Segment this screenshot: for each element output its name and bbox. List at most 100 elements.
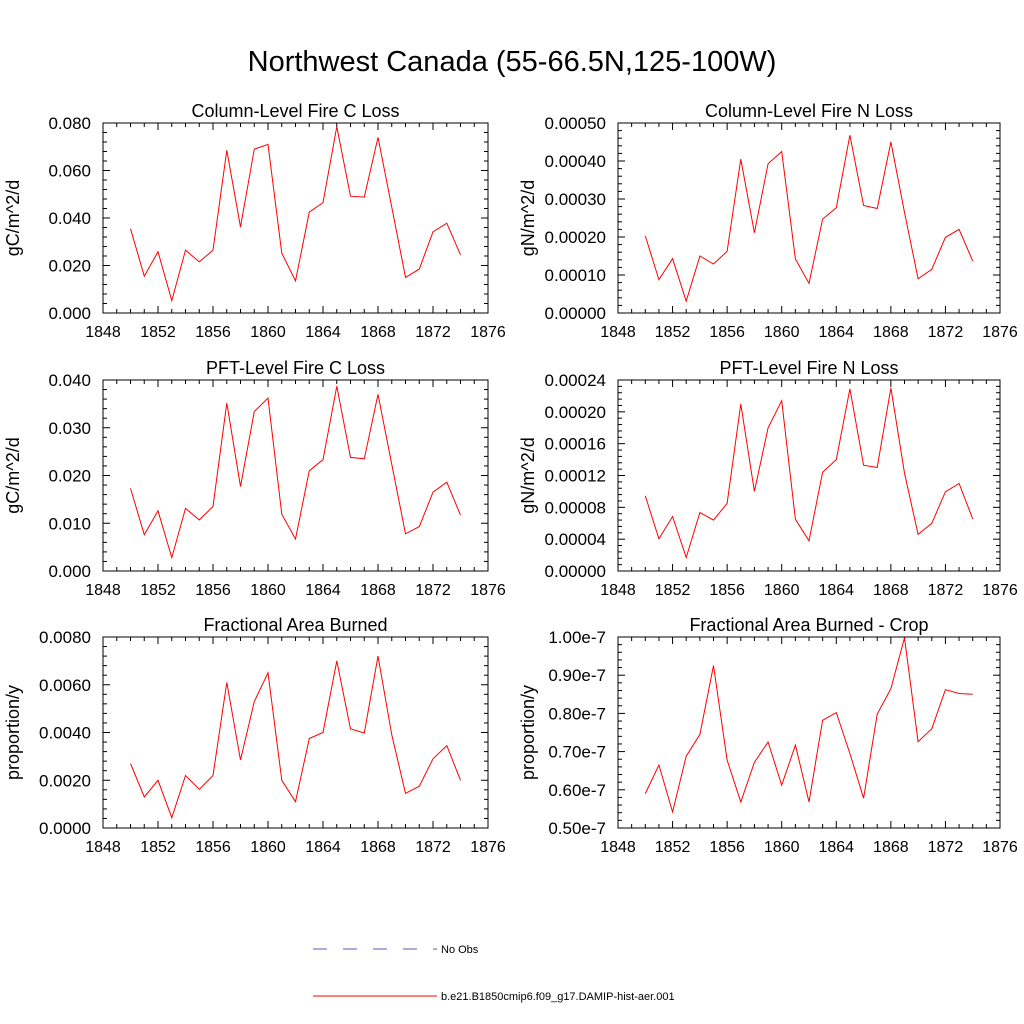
chart-panel-4: PFT-Level Fire N Loss gN/m^2/d 1848 1852 185…	[518, 358, 1018, 599]
chart-panel-6: Fractional Area Burned - Crop proportion/…	[518, 615, 1018, 856]
page-title: Northwest Canada (55-66.5N,125-100W)	[247, 46, 777, 78]
x-tick-label: 1852	[655, 324, 691, 341]
x-tick-label: 1864	[818, 839, 854, 856]
x-tick-label: 1864	[305, 839, 341, 856]
panel-title: Fractional Area Burned - Crop	[689, 615, 928, 635]
x-tick-label: 1864	[818, 324, 854, 341]
series-line	[130, 656, 461, 820]
x-tick-label: 1856	[195, 324, 231, 341]
x-tick-label: 1876	[470, 324, 506, 341]
x-tick-label: 1860	[250, 324, 286, 341]
y-axis-label: gN/m^2/d	[518, 437, 538, 513]
x-tick-label: 1860	[250, 839, 286, 856]
y-tick-label: 0.00040	[545, 152, 606, 171]
x-tick-label: 1856	[195, 582, 231, 599]
x-tick-label: 1872	[928, 582, 964, 599]
y-tick-label: 0.00004	[545, 530, 606, 549]
x-tick-label: 1872	[415, 839, 451, 856]
series-line	[644, 387, 974, 560]
x-tick-label: 1876	[982, 839, 1018, 856]
y-tick-label: 0.00020	[545, 228, 606, 247]
x-tick-label: 1848	[85, 324, 121, 341]
x-tick-label: 1860	[764, 839, 800, 856]
legend-item: No Obs	[313, 944, 479, 956]
x-tick-label: 1868	[360, 324, 396, 341]
y-axis-label: gC/m^2/d	[3, 180, 23, 256]
x-tick-label: 1876	[470, 839, 506, 856]
x-tick-label: 1868	[873, 582, 909, 599]
x-tick-label: 1852	[140, 839, 176, 856]
y-tick-label: 0.0040	[39, 724, 91, 743]
y-tick-label: 0.00000	[545, 562, 606, 581]
x-tick-label: 1860	[764, 582, 800, 599]
y-tick-label: 0.040	[48, 371, 91, 390]
x-tick-label: 1860	[764, 324, 800, 341]
y-tick-label: 0.00030	[545, 190, 606, 209]
chart-panel-1: Column-Level Fire C Loss gC/m^2/d 1848 1852…	[3, 101, 506, 341]
y-axis-label: proportion/y	[3, 685, 23, 780]
x-tick-label: 1876	[470, 582, 506, 599]
x-tick-label: 1848	[85, 839, 121, 856]
plot-frame	[617, 379, 1001, 572]
y-tick-label: 0.50e-7	[548, 819, 606, 838]
y-tick-label: 0.0060	[39, 676, 91, 695]
y-tick-label: 0.020	[48, 257, 91, 276]
y-tick-label: 0.00016	[545, 435, 606, 454]
chart-panel-3: PFT-Level Fire C Loss gC/m^2/d 1848 1852 185…	[3, 358, 506, 599]
x-tick-label: 1868	[873, 839, 909, 856]
y-tick-label: 0.00024	[545, 371, 606, 390]
x-tick-label: 1872	[415, 582, 451, 599]
y-tick-label: 0.030	[48, 419, 91, 438]
legend-item: b.e21.B1850cmip6.f09_g17.DAMIP-hist-aer.…	[313, 991, 675, 1003]
panel-title: Column-Level Fire C Loss	[191, 101, 399, 121]
y-axis-label: gC/m^2/d	[3, 437, 23, 513]
x-tick-label: 1856	[709, 582, 745, 599]
x-tick-label: 1876	[982, 582, 1018, 599]
chart-panel-2: Column-Level Fire N Loss gN/m^2/d 1848 1852…	[518, 101, 1018, 341]
legend-label: b.e21.B1850cmip6.f09_g17.DAMIP-hist-aer.…	[441, 991, 675, 1003]
plot-frame	[617, 122, 1001, 314]
y-tick-label: 0.000	[48, 304, 91, 323]
x-tick-label: 1864	[305, 324, 341, 341]
x-tick-label: 1876	[982, 324, 1018, 341]
x-tick-label: 1852	[140, 582, 176, 599]
y-tick-label: 0.060	[48, 162, 91, 181]
x-tick-label: 1852	[140, 324, 176, 341]
plot-frame	[102, 122, 489, 314]
x-tick-label: 1872	[928, 839, 964, 856]
x-tick-label: 1848	[600, 839, 636, 856]
y-tick-label: 0.00020	[545, 403, 606, 422]
x-tick-label: 1848	[600, 324, 636, 341]
panel-title: Fractional Area Burned	[203, 615, 387, 635]
x-tick-label: 1864	[305, 582, 341, 599]
x-tick-label: 1852	[655, 582, 691, 599]
y-tick-label: 0.000	[48, 562, 91, 581]
y-tick-label: 0.0020	[39, 771, 91, 790]
x-tick-label: 1872	[415, 324, 451, 341]
y-axis-label: proportion/y	[518, 685, 538, 780]
x-tick-label: 1856	[709, 839, 745, 856]
y-tick-label: 0.00000	[545, 304, 606, 323]
y-tick-label: 0.040	[48, 209, 91, 228]
y-tick-label: 0.0080	[39, 628, 91, 647]
panel-title: Column-Level Fire N Loss	[705, 101, 913, 121]
y-tick-label: 0.020	[48, 467, 91, 486]
y-tick-label: 0.00012	[545, 467, 606, 486]
x-tick-label: 1852	[655, 839, 691, 856]
y-axis-label: gN/m^2/d	[518, 180, 538, 256]
plot-frame	[102, 379, 489, 572]
legend-label: No Obs	[441, 944, 479, 956]
y-tick-label: 0.60e-7	[548, 781, 606, 800]
y-tick-label: 0.70e-7	[548, 743, 606, 762]
y-tick-label: 0.00008	[545, 498, 606, 517]
x-tick-label: 1868	[873, 324, 909, 341]
y-tick-label: 0.0000	[39, 819, 91, 838]
y-tick-label: 0.00010	[545, 266, 606, 285]
series-line	[644, 637, 973, 814]
series-line	[644, 135, 974, 303]
series-line	[130, 386, 461, 560]
x-tick-label: 1868	[360, 839, 396, 856]
x-tick-label: 1864	[818, 582, 854, 599]
x-tick-label: 1868	[360, 582, 396, 599]
